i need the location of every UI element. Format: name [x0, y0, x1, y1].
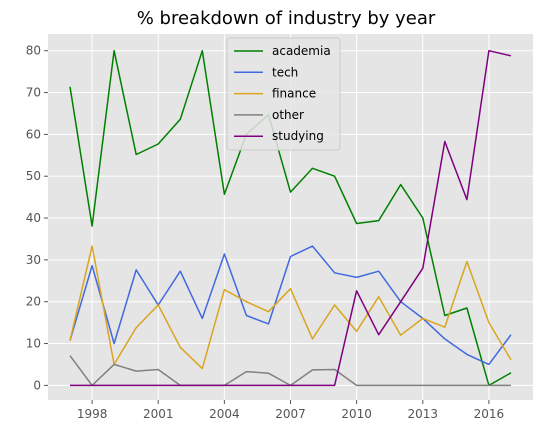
series-line-studying — [70, 49, 512, 387]
y-tick-label: 70 — [26, 86, 41, 100]
legend-label-academia: academia — [272, 44, 331, 58]
x-tick-label: 2007 — [275, 407, 306, 421]
x-tick-label: 2001 — [143, 407, 174, 421]
y-tick-label: 60 — [26, 127, 41, 141]
x-tick-label: 2010 — [341, 407, 372, 421]
y-tick-label: 30 — [26, 253, 41, 267]
y-tick-label: 10 — [26, 337, 41, 351]
legend-label-finance: finance — [272, 87, 316, 101]
series-layer — [69, 49, 512, 387]
x-tick-label: 2013 — [407, 407, 438, 421]
legend-box — [226, 37, 341, 151]
chart-title: % breakdown of industry by year — [137, 8, 436, 29]
legend-label-other: other — [272, 108, 304, 122]
y-tick-label: 50 — [26, 169, 41, 183]
series-line-tech — [69, 245, 512, 366]
x-tick-label: 2016 — [474, 407, 505, 421]
y-tick-label: 20 — [26, 295, 41, 309]
series-line-finance — [69, 245, 512, 370]
legend-label-tech: tech — [272, 65, 298, 79]
y-tick-label: 80 — [26, 44, 41, 58]
y-tick-label: 40 — [26, 211, 41, 225]
legend: academia tech finance other studying — [226, 37, 341, 151]
series-line-academia — [69, 49, 512, 387]
y-tick-label: 0 — [33, 378, 41, 392]
x-tick-label: 1998 — [77, 407, 108, 421]
axis-ticks: 0 10 20 30 40 50 60 70 80 1998 2001 2004 2007 2010 201… — [26, 44, 504, 421]
x-tick-label: 2004 — [209, 407, 240, 421]
legend-label-studying: studying — [272, 129, 324, 143]
